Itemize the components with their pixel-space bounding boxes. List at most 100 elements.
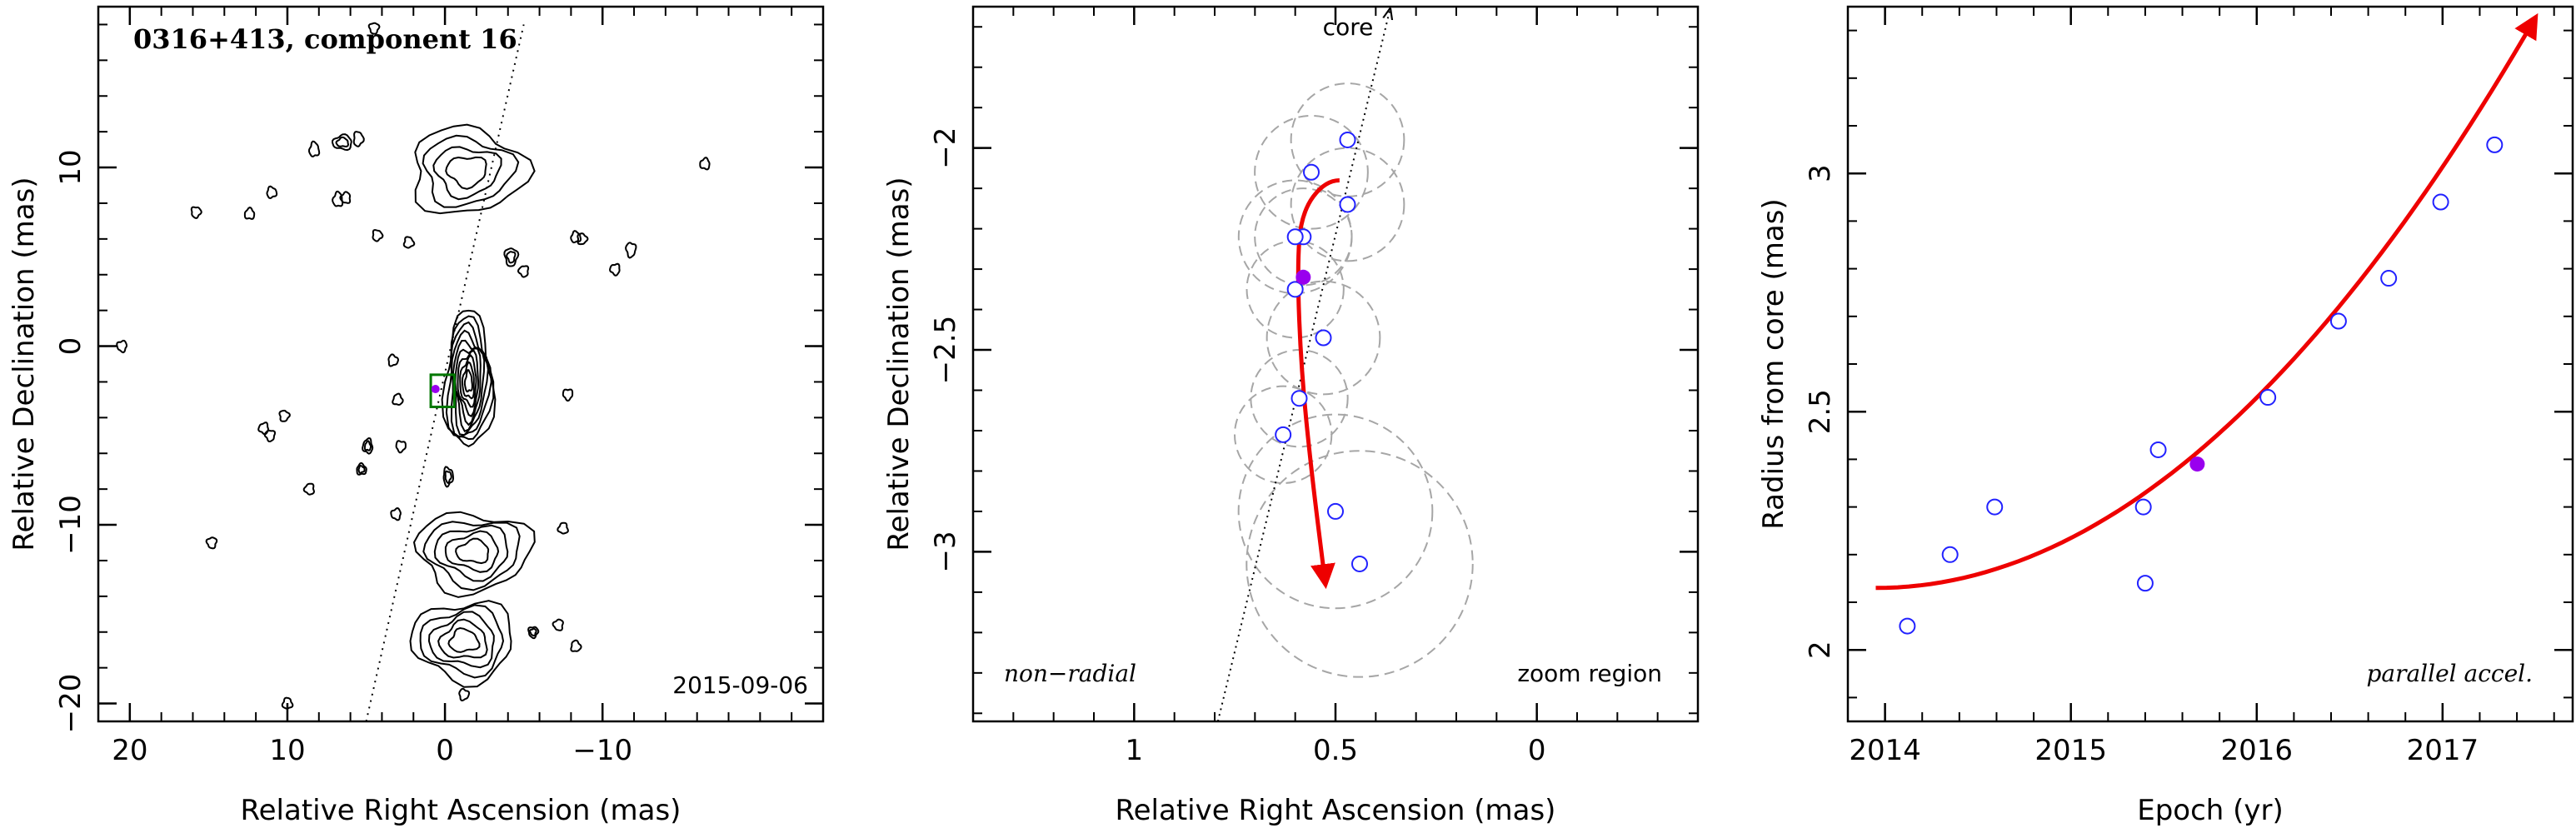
contour-blob (302, 482, 316, 496)
contour-blob (116, 339, 127, 354)
contour-level (458, 687, 471, 702)
radius-epoch-ticks: 2014 2015 2016 2017 2 2.5 3 (1804, 7, 2573, 767)
position-point (1351, 555, 1368, 572)
y-tick-label: −20 (54, 674, 87, 734)
contour-level (356, 461, 367, 476)
contour-blob (205, 536, 218, 550)
contour-blob (441, 309, 497, 448)
position-point (1286, 228, 1304, 246)
contour-blob (362, 436, 374, 455)
contour-blob (243, 207, 256, 221)
radius-point (2149, 441, 2167, 458)
radius-point (2329, 312, 2347, 330)
contour-level (577, 232, 589, 246)
contour-blob (390, 506, 402, 521)
contour-level (367, 22, 381, 35)
contour-level (528, 627, 537, 637)
fit-curve (1875, 12, 2539, 591)
contour-level (390, 506, 402, 521)
component-trajectory (1295, 177, 1340, 590)
error-circle (1233, 385, 1333, 484)
contour-level (116, 339, 127, 354)
contour-blob (625, 242, 637, 259)
position-point (1327, 502, 1344, 520)
contour-level (442, 466, 455, 488)
contour-blob (442, 466, 455, 488)
position-point (1315, 329, 1332, 347)
contour-blob (332, 190, 344, 207)
contour-level (506, 251, 517, 264)
radius-epoch-panel: 2014 2015 2016 2017 2 2.5 3 parallel accel. Ep… (1757, 5, 2574, 827)
x-tick-label: 0 (436, 734, 454, 767)
contour-level (363, 440, 372, 451)
contour-level (503, 247, 520, 267)
contour-level (419, 604, 505, 679)
radius-point (2432, 193, 2449, 211)
radius-point (2136, 575, 2154, 592)
contour-level (433, 524, 509, 582)
contour-level (392, 392, 404, 407)
x-tick-label: 10 (269, 734, 305, 767)
highlight-point (1295, 269, 1311, 285)
radius-point (1899, 617, 1916, 635)
error-circle (1237, 413, 1434, 610)
radius-point (1986, 498, 2004, 516)
zoom-region-x-axis-label: Relative Right Ascension (mas) (1116, 794, 1556, 827)
contour-level (461, 361, 475, 400)
contour-blob (562, 388, 574, 402)
contour-blob (609, 262, 621, 277)
y-tick-label: 3 (1804, 164, 1837, 182)
contour-level (444, 530, 500, 573)
contour-level (445, 315, 495, 441)
zoom-region-y-axis-label: Relative Declination (mas) (882, 177, 916, 551)
contour-blob (699, 157, 711, 171)
x-tick-label: −10 (572, 734, 632, 767)
contour-level (307, 140, 321, 157)
contour-level (444, 470, 452, 485)
radius-epoch-content (1875, 12, 2539, 635)
contour-map-title: 0316+413, component 16 (133, 23, 517, 55)
position-point (1339, 131, 1356, 148)
y-tick-label: −3 (929, 531, 962, 572)
contour-level (372, 228, 384, 242)
contour-blob (367, 22, 381, 35)
contour-blob (527, 626, 540, 640)
contour-level (517, 265, 530, 278)
contour-level (422, 134, 520, 208)
contour-blob (281, 696, 294, 710)
contour-level (339, 191, 352, 204)
contour-level (281, 696, 294, 710)
contour-level (445, 156, 487, 190)
contour-map-x-axis-label: Relative Right Ascension (mas) (241, 794, 681, 827)
x-tick-label: 20 (112, 734, 147, 767)
annotation-parallel-accel: parallel accel. (2366, 660, 2533, 687)
annotation-non-radial: non−radial (1004, 660, 1136, 687)
zoom-region-panel: 1 0.5 0 −3 −2.5 −2 non−radial zoom region cor… (882, 5, 1700, 827)
contour-map-content (116, 22, 711, 721)
contour-blob (372, 228, 384, 242)
y-tick-label: 2.5 (1804, 389, 1837, 434)
contour-blob (557, 521, 569, 535)
contour-blob (570, 639, 582, 652)
x-tick-label: 0 (1528, 734, 1546, 767)
contour-blob (402, 236, 416, 249)
contour-blob (387, 353, 399, 367)
contour-level (527, 626, 540, 640)
contour-blob (412, 511, 536, 598)
contour-blob (552, 618, 564, 631)
position-point (1303, 163, 1320, 181)
contour-level (357, 464, 366, 474)
x-tick-label: 2016 (2221, 734, 2294, 767)
zoom-region-ticks: 1 0.5 0 −3 −2.5 −2 (929, 7, 1699, 767)
zoom-region-frame (971, 5, 1700, 723)
contour-blob (503, 247, 520, 267)
contour-level (457, 349, 480, 418)
contour-level (437, 618, 488, 659)
contour-level (422, 521, 521, 591)
zoom-region-content (1216, 10, 1474, 721)
contour-level (459, 354, 477, 408)
contour-level (387, 353, 399, 367)
contour-blob (307, 140, 321, 157)
radius-point (2486, 136, 2504, 153)
